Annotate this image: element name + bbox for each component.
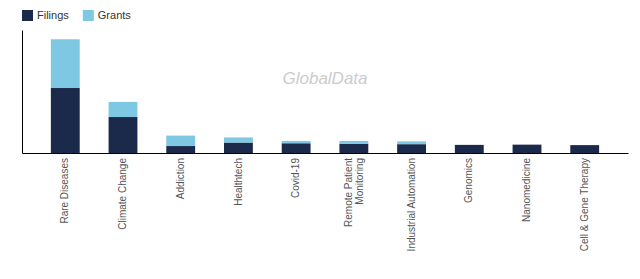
bar xyxy=(513,145,542,153)
legend-swatch xyxy=(83,10,94,21)
bar xyxy=(397,141,426,144)
x-tick-label-line: Monitoring xyxy=(354,158,365,205)
bar xyxy=(109,102,138,117)
bar xyxy=(339,141,368,144)
annotation: GlobalData xyxy=(282,69,367,88)
legend-item: Grants xyxy=(83,9,132,21)
bar xyxy=(166,136,195,146)
bar xyxy=(455,145,484,153)
x-tick-label-line: Genomics xyxy=(463,158,474,203)
x-tick-label-line: Nanomedicine xyxy=(521,158,532,222)
x-tick-label: Climate Change xyxy=(117,158,128,230)
x-tick-label: Industrial Automation xyxy=(406,158,417,251)
y-axis-line xyxy=(22,31,23,154)
x-axis-line xyxy=(23,153,629,154)
x-tick-label: Remote PatientMonitoring xyxy=(343,158,365,227)
x-tick-label: Addiction xyxy=(175,158,186,199)
x-tick-label: Covid-19 xyxy=(290,158,301,198)
x-tick-label-line: Climate Change xyxy=(117,158,128,230)
bar xyxy=(397,144,426,153)
bars xyxy=(51,39,599,153)
bar xyxy=(224,143,253,153)
x-tick-label-line: Addiction xyxy=(175,158,186,199)
bar xyxy=(455,144,484,145)
x-tick-label-line: Rare Diseases xyxy=(59,158,70,224)
bar xyxy=(513,144,542,145)
x-tick: Genomics xyxy=(463,153,474,203)
bar xyxy=(570,145,599,146)
bar xyxy=(51,88,80,153)
bar xyxy=(570,145,599,153)
x-tick: Addiction xyxy=(175,153,186,199)
legend: Filings Grants xyxy=(22,9,131,21)
legend-item: Filings xyxy=(22,9,69,21)
bar xyxy=(51,39,80,88)
x-tick: Cell & Gene Therapy xyxy=(579,153,590,251)
x-tick-label: Cell & Gene Therapy xyxy=(579,158,590,251)
bar xyxy=(166,146,195,153)
bar xyxy=(224,137,253,142)
x-tick: Covid-19 xyxy=(290,153,301,198)
x-tick-label-line: Cell & Gene Therapy xyxy=(579,158,590,251)
x-tick-label-line: Covid-19 xyxy=(290,158,301,198)
series xyxy=(51,88,599,153)
x-tick-label-line: Remote Patient xyxy=(343,158,354,227)
x-tick: Industrial Automation xyxy=(406,153,417,251)
bar xyxy=(339,144,368,153)
y-axis xyxy=(22,31,23,154)
x-tick-label: Nanomedicine xyxy=(521,158,532,222)
x-tick-label: Healthtech xyxy=(233,158,244,206)
legend-label: Grants xyxy=(98,9,132,21)
x-tick: Nanomedicine xyxy=(521,153,532,222)
legend-label: Filings xyxy=(37,9,69,21)
chart: Rare Diseases Climate Change Addiction Heal… xyxy=(0,0,640,279)
x-axis: Rare Diseases Climate Change Addiction Heal… xyxy=(23,153,629,251)
x-tick-label-line: Industrial Automation xyxy=(406,158,417,251)
x-tick: Healthtech xyxy=(233,153,244,206)
x-tick: Remote PatientMonitoring xyxy=(343,153,365,227)
x-tick-label: Rare Diseases xyxy=(59,158,70,224)
x-tick-label: Genomics xyxy=(463,158,474,203)
bar xyxy=(282,143,311,153)
bar xyxy=(109,117,138,153)
legend-swatch xyxy=(22,10,33,21)
x-tick-label-line: Healthtech xyxy=(233,158,244,206)
x-tick: Climate Change xyxy=(117,153,128,230)
x-tick: Rare Diseases xyxy=(59,153,70,224)
plot: Rare Diseases Climate Change Addiction Heal… xyxy=(23,31,629,252)
bar xyxy=(282,141,311,143)
series xyxy=(51,39,426,146)
